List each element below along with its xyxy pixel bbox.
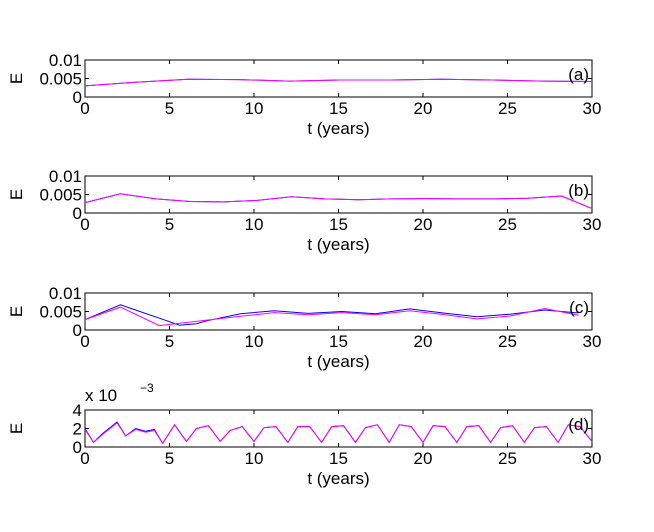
y-multiplier-exponent: −3 [140,381,154,395]
series-line-1 [84,422,593,445]
series-line-1 [84,193,593,210]
x-tick-label: 15 [329,215,348,234]
series-line-1 [84,78,593,87]
y-tick-label: 0.005 [39,303,82,322]
x-tick-label: 25 [498,215,517,234]
x-tick-label: 25 [498,99,517,118]
y-tick-label: 0.005 [39,186,82,205]
y-tick-label: 2 [73,420,82,439]
x-tick-label: 0 [80,99,89,118]
y-axis-label: E [7,306,26,317]
panel-c [84,292,593,331]
x-tick-label: 0 [80,332,89,351]
plot-area [84,175,593,214]
x-tick-label: 0 [80,215,89,234]
x-tick-label: 20 [414,99,433,118]
x-tick-label: 30 [583,99,602,118]
y-tick-label: 0 [73,204,82,223]
x-tick-label: 30 [583,449,602,468]
y-tick-label: 0.005 [39,70,82,89]
x-tick-label: 25 [498,332,517,351]
series-line-1 [84,306,579,327]
x-axis-label: t (years) [307,352,369,371]
series-line-0 [84,304,579,326]
y-tick-label: 4 [73,401,82,420]
x-tick-label: 10 [245,215,264,234]
x-tick-label: 30 [583,215,602,234]
y-tick-label: 0.01 [49,167,82,186]
panel-label: (c) [569,298,589,317]
y-multiplier-label: x 10 [85,386,117,405]
x-tick-label: 25 [498,449,517,468]
x-axis-label: t (years) [307,235,369,254]
x-tick-label: 20 [414,449,433,468]
x-tick-label: 5 [165,215,174,234]
x-tick-label: 5 [165,449,174,468]
panel-d [84,409,593,448]
x-tick-label: 15 [329,332,348,351]
panel-a [84,59,593,98]
x-tick-label: 15 [329,99,348,118]
x-tick-label: 5 [165,332,174,351]
y-tick-label: 0 [73,88,82,107]
panel-label: (a) [568,65,589,84]
x-tick-label: 10 [245,449,264,468]
panel-b [84,175,593,214]
panel-label: (d) [568,415,589,434]
x-axis-label: t (years) [307,469,369,488]
y-tick-label: 0 [73,321,82,340]
y-axis-label: E [7,73,26,84]
x-axis-label: t (years) [307,119,369,138]
y-axis-label: E [7,423,26,434]
y-tick-label: 0.01 [49,284,82,303]
y-tick-label: 0 [73,438,82,457]
plot-area [84,59,593,98]
x-tick-label: 5 [165,99,174,118]
y-axis-label: E [7,189,26,200]
x-tick-label: 20 [414,215,433,234]
x-tick-label: 0 [80,449,89,468]
y-tick-label: 0.01 [49,51,82,70]
panel-label: (b) [568,181,589,200]
x-tick-label: 10 [245,332,264,351]
x-tick-label: 10 [245,99,264,118]
x-tick-label: 30 [583,332,602,351]
x-tick-label: 15 [329,449,348,468]
x-tick-label: 20 [414,332,433,351]
